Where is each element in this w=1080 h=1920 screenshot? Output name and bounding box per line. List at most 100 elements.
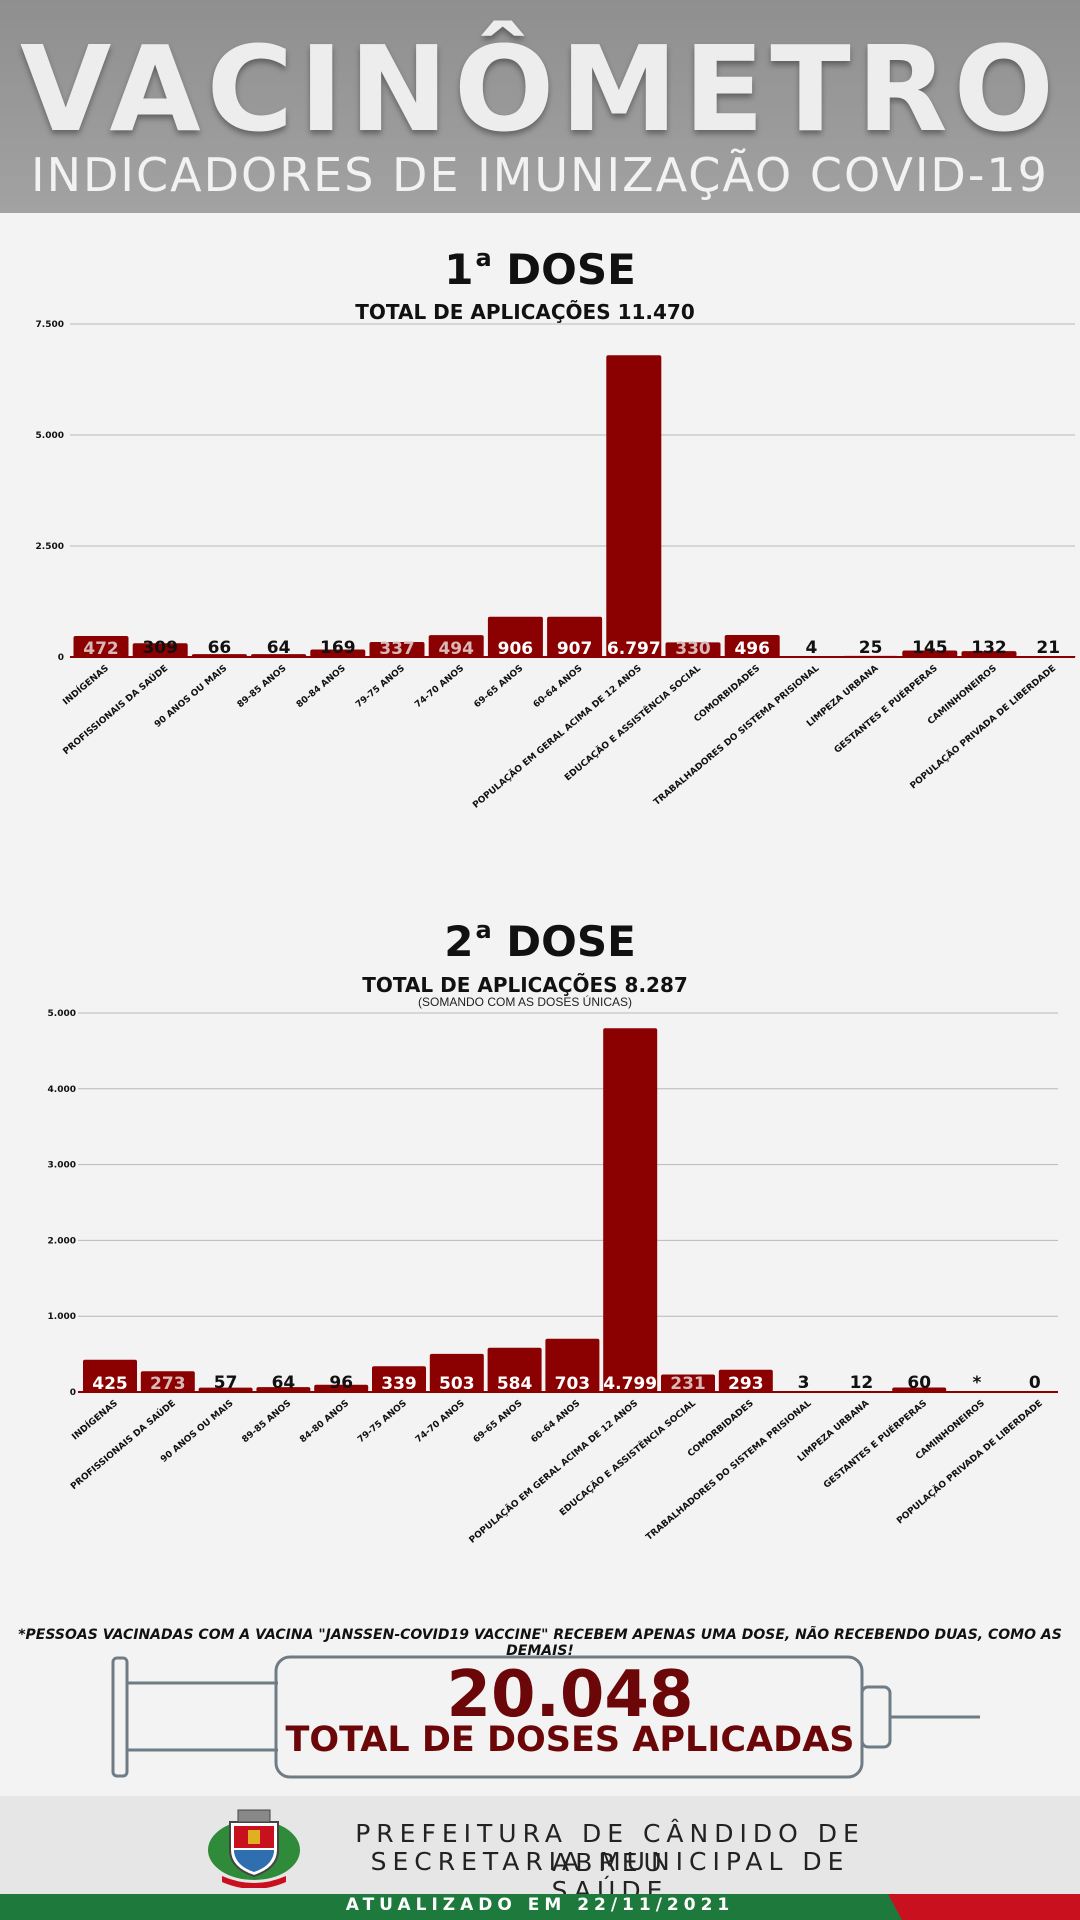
dose2-bar-chart: 0 1.000 2.000 3.000 4.000 5.000 425 INDÍGENAS 27… xyxy=(48,1009,1058,1546)
bar xyxy=(251,654,307,657)
bar-value-label: 132 xyxy=(971,638,1007,658)
bar-value-label: 96 xyxy=(329,1373,353,1393)
category-label: INDÍGENAS xyxy=(69,1397,120,1442)
total-doses-value: 20.048 xyxy=(446,1658,694,1732)
category-label: 89-85 ANOS xyxy=(241,1399,294,1446)
org-name-line1: PREFEITURA DE CÂNDIDO DE ABREU xyxy=(355,1819,865,1877)
y-tick-label: 2.000 xyxy=(48,1236,76,1246)
bar xyxy=(665,642,721,657)
bar xyxy=(429,1353,484,1392)
dose1-bar-chart: 0 2.500 5.000 7.500 472 INDÍGENAS 309 PROFISSIO… xyxy=(36,320,1076,811)
bar xyxy=(140,1371,195,1392)
bar xyxy=(310,649,366,657)
y-tick-label: 5.000 xyxy=(48,1009,76,1019)
page-subtitle: INDICADORES DE IMUNIZAÇÃO COVID-19 xyxy=(31,148,1049,202)
bar-value-label: 330 xyxy=(675,639,711,659)
bar-value-label: 309 xyxy=(142,638,178,658)
category-label: INDÍGENAS xyxy=(60,662,111,707)
bar xyxy=(83,1359,137,1392)
category-label: 80-84 ANOS xyxy=(295,664,348,711)
bar xyxy=(132,643,188,657)
footer-red-wedge xyxy=(888,1894,1080,1920)
category-label: PROFISSIONAIS DA SAÚDE xyxy=(68,1397,178,1492)
bar xyxy=(718,1369,773,1392)
dose2-note: (SOMANDO COM AS DOSES ÚNICAS) xyxy=(417,995,633,1009)
janssen-footnote: *PESSOAS VACINADAS COM A VACINA "JANSSEN… xyxy=(18,1627,1062,1659)
bar-value-label: 21 xyxy=(1036,638,1060,658)
bar xyxy=(256,1387,311,1392)
bar xyxy=(372,1366,426,1392)
bar-value-label: 12 xyxy=(850,1373,874,1393)
bar xyxy=(606,355,662,657)
bar-value-label: 4 xyxy=(805,638,817,658)
bar-value-label: 25 xyxy=(859,638,883,658)
bar xyxy=(487,1347,542,1392)
category-label: COMORBIDADES xyxy=(692,664,762,725)
bar-value-label: 494 xyxy=(438,639,474,659)
y-tick-label: 4.000 xyxy=(48,1085,76,1095)
y-tick-label: 7.500 xyxy=(36,320,64,330)
dose2-heading-ordinal: a xyxy=(475,916,492,944)
bar-value-label: 0 xyxy=(1029,1373,1041,1393)
dose1-heading: 1a DOSE xyxy=(0,244,1080,294)
bar xyxy=(834,1391,889,1392)
bar-value-label: 503 xyxy=(439,1374,475,1394)
category-label: 60-64 ANOS xyxy=(532,664,585,711)
dose1-total-label: TOTAL DE APLICAÇÕES 11.470 xyxy=(355,300,695,324)
bar-value-label: 584 xyxy=(497,1374,533,1394)
bar-value-label: 293 xyxy=(728,1374,764,1394)
syringe-hub xyxy=(860,1685,892,1749)
bar-value-label: 64 xyxy=(272,1373,296,1393)
bar xyxy=(961,651,1017,657)
category-label: 69-65 ANOS xyxy=(472,1399,525,1446)
category-label: 79-75 ANOS xyxy=(356,1399,409,1446)
category-label: GESTANTES E PUÉRPERAS xyxy=(821,1397,929,1491)
bar-value-label: * xyxy=(973,1373,982,1393)
bar xyxy=(198,1387,253,1392)
category-label: 84-80 ANOS xyxy=(298,1399,351,1446)
bar-value-label: 60 xyxy=(907,1373,931,1393)
dose2-heading-word: DOSE xyxy=(506,917,636,966)
y-tick-label: 0 xyxy=(70,1388,76,1398)
dose1-heading-number: 1 xyxy=(444,245,474,294)
y-tick-label: 2.500 xyxy=(36,542,64,552)
footer-band xyxy=(0,1796,1080,1894)
bar-value-label: 169 xyxy=(320,638,356,658)
bar xyxy=(314,1384,369,1392)
dose2-heading: 2a DOSE xyxy=(0,916,1080,966)
bar xyxy=(892,1387,947,1392)
bar xyxy=(191,654,247,657)
bar-value-label: 906 xyxy=(498,639,534,659)
bar xyxy=(661,1374,715,1392)
bar-value-label: 231 xyxy=(670,1374,706,1394)
dose2-heading-number: 2 xyxy=(444,917,474,966)
bar-value-label: 3 xyxy=(798,1373,810,1393)
updated-date: ATUALIZADO EM 22/11/2021 xyxy=(345,1895,735,1915)
bar-value-label: 337 xyxy=(379,639,415,659)
category-label: 74-70 ANOS xyxy=(414,1399,467,1446)
bar-value-label: 6.797 xyxy=(607,639,661,659)
category-label: 74-70 ANOS xyxy=(413,664,466,711)
bar-value-label: 145 xyxy=(912,638,948,658)
category-label: 69-65 ANOS xyxy=(473,664,526,711)
y-tick-label: 1.000 xyxy=(48,1312,76,1322)
bar-value-label: 339 xyxy=(381,1374,417,1394)
header-banner xyxy=(0,0,1080,213)
page-title: VACINÔMETRO xyxy=(20,20,1060,158)
category-label: 79-75 ANOS xyxy=(354,664,407,711)
bar xyxy=(547,616,603,657)
dose2-total-label: TOTAL DE APLICAÇÕES 8.287 xyxy=(362,973,688,997)
bar xyxy=(369,642,425,657)
bar xyxy=(1020,656,1076,657)
y-tick-label: 5.000 xyxy=(36,431,64,441)
bar-value-label: 472 xyxy=(83,639,119,659)
category-label: 60-64 ANOS xyxy=(530,1399,583,1446)
bar xyxy=(73,636,129,657)
total-doses-label: TOTAL DE DOSES APLICADAS xyxy=(285,1720,855,1760)
y-tick-label: 3.000 xyxy=(48,1161,76,1171)
syringe-graphic xyxy=(111,1655,980,1779)
y-tick-label: 0 xyxy=(58,653,64,663)
bar xyxy=(487,616,543,657)
bar xyxy=(428,635,484,657)
bar-value-label: 273 xyxy=(150,1374,186,1394)
